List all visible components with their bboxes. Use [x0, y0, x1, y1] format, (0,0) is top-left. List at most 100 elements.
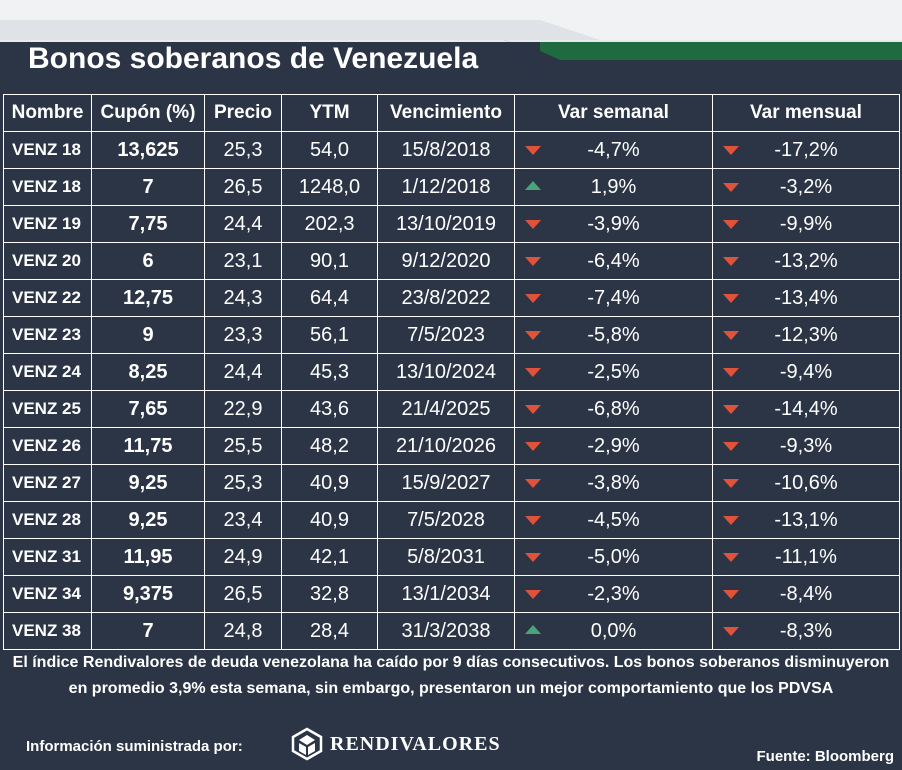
cell-ytm: 40,9 [281, 464, 378, 502]
down-arrow-icon [723, 479, 739, 488]
down-arrow-icon [525, 442, 541, 451]
cell-price: 24,8 [204, 612, 282, 650]
cell-ytm: 202,3 [281, 205, 378, 243]
cell-price-value: 24,4 [223, 360, 263, 383]
cell-price: 23,3 [204, 316, 282, 354]
cell-maturity: 13/10/2024 [377, 353, 515, 391]
cell-monthly: -8,4% [712, 575, 900, 613]
cell-monthly: -14,4% [712, 390, 900, 428]
cell-name: VENZ 34 [3, 575, 92, 613]
cell-weekly: -6,8% [514, 390, 713, 428]
cell-maturity-value: 13/10/2024 [395, 360, 497, 383]
cell-weekly-value: 1,9% [590, 175, 637, 198]
cell-weekly-value: -4,7% [587, 138, 640, 161]
table-row: VENZ 22 12,75 24,3 64,4 23/8/2022 -7,4% -13,4% [3, 279, 900, 317]
down-arrow-icon [723, 516, 739, 525]
cell-price: 24,3 [204, 279, 282, 317]
cell-price-value: 24,8 [223, 619, 263, 642]
cell-ytm-value: 48,2 [310, 434, 349, 457]
down-arrow-icon [525, 553, 541, 562]
cell-weekly: -2,9% [514, 427, 713, 465]
cell-name: VENZ 18 [3, 131, 92, 169]
table-row: VENZ 23 9 23,3 56,1 7/5/2023 -5,8% -12,3% [3, 316, 900, 354]
cell-weekly-value: -4,5% [587, 508, 640, 531]
cell-monthly-value: -9,4% [779, 360, 833, 383]
down-arrow-icon [723, 442, 739, 451]
cell-monthly: -13,2% [712, 242, 900, 280]
summary-note: El índice Rendivalores de deuda venezola… [12, 654, 890, 697]
cell-monthly-value: -9,3% [779, 434, 833, 457]
cell-name: VENZ 19 [3, 205, 92, 243]
cell-monthly: -10,6% [712, 464, 900, 502]
cell-coupon: 7,75 [91, 205, 205, 243]
down-arrow-icon [723, 257, 739, 266]
down-arrow-icon [723, 294, 739, 303]
cell-maturity-value: 13/10/2019 [395, 212, 497, 235]
cell-coupon: 9,25 [91, 501, 205, 539]
bond-table: Nombre Cupón (%) Precio YTM Vencimiento … [3, 94, 900, 650]
cell-coupon: 7,65 [91, 390, 205, 428]
cell-price: 24,4 [204, 353, 282, 391]
down-arrow-icon [525, 590, 541, 599]
cell-weekly-value: -2,9% [587, 434, 640, 457]
cell-monthly-value: -14,4% [774, 397, 838, 420]
cell-monthly-value: -10,6% [774, 471, 838, 494]
table-row: VENZ 34 9,375 26,5 32,8 13/1/2034 -2,3% -8,4% [3, 575, 900, 613]
cell-maturity-value: 21/10/2026 [395, 434, 497, 457]
cell-ytm-value: 202,3 [304, 212, 355, 235]
cell-ytm: 56,1 [281, 316, 378, 354]
cell-coupon-value: 9,25 [128, 508, 168, 531]
cell-ytm-value: 56,1 [310, 323, 349, 346]
cell-ytm-value: 42,1 [310, 545, 349, 568]
cell-maturity: 9/12/2020 [377, 242, 515, 280]
cell-name: VENZ 24 [3, 353, 92, 391]
cell-maturity-value: 31/3/2038 [401, 619, 491, 642]
cell-ytm: 32,8 [281, 575, 378, 613]
cell-name-value: VENZ 34 [12, 584, 81, 603]
column-header-price: Precio [204, 94, 282, 132]
cell-monthly: -9,3% [712, 427, 900, 465]
cell-maturity-value: 15/8/2018 [401, 138, 491, 161]
source-label: Fuente: Bloomberg [756, 748, 895, 765]
cell-maturity: 7/5/2028 [377, 501, 515, 539]
cell-ytm-value: 40,9 [310, 508, 349, 531]
column-header-weekly: Var semanal [514, 94, 713, 132]
cell-coupon-value: 12,75 [122, 286, 174, 309]
down-arrow-icon [723, 183, 739, 192]
cell-weekly-value: -3,8% [587, 471, 640, 494]
cell-price-value: 24,9 [223, 545, 263, 568]
cell-coupon-value: 8,25 [128, 360, 168, 383]
cell-coupon-value: 7 [142, 619, 154, 642]
cell-price-value: 22,9 [223, 397, 263, 420]
table-row: VENZ 38 7 24,8 28,4 31/3/2038 0,0% -8,3% [3, 612, 900, 650]
supplied-by-label: Información suministrada por: [26, 738, 243, 755]
cell-monthly-value: -12,3% [774, 323, 838, 346]
cell-price: 24,4 [204, 205, 282, 243]
cell-monthly-value: -11,1% [775, 545, 837, 568]
cell-monthly-value: -8,3% [779, 619, 833, 642]
table-header-row: Nombre Cupón (%) Precio YTM Vencimiento … [3, 94, 900, 132]
down-arrow-icon [525, 479, 541, 488]
down-arrow-icon [723, 220, 739, 229]
cell-price: 22,9 [204, 390, 282, 428]
cell-ytm: 42,1 [281, 538, 378, 576]
cell-coupon-value: 9,25 [128, 471, 168, 494]
cell-name-value: VENZ 27 [12, 473, 81, 492]
down-arrow-icon [525, 257, 541, 266]
cell-ytm: 64,4 [281, 279, 378, 317]
cell-ytm-value: 1248,0 [298, 175, 361, 198]
cell-maturity-value: 23/8/2022 [401, 286, 491, 309]
header: Bonos soberanos de Venezuela [0, 0, 902, 94]
cell-monthly-value: -17,2% [774, 138, 838, 161]
cell-coupon: 11,95 [91, 538, 205, 576]
cell-monthly: -13,1% [712, 501, 900, 539]
cell-name: VENZ 23 [3, 316, 92, 354]
logo-cube-icon [291, 727, 323, 761]
cell-weekly: -3,8% [514, 464, 713, 502]
cell-maturity: 1/12/2018 [377, 168, 515, 206]
cell-maturity: 15/9/2027 [377, 464, 515, 502]
cell-price: 24,9 [204, 538, 282, 576]
down-arrow-icon [525, 220, 541, 229]
cell-coupon: 6 [91, 242, 205, 280]
cell-ytm: 40,9 [281, 501, 378, 539]
